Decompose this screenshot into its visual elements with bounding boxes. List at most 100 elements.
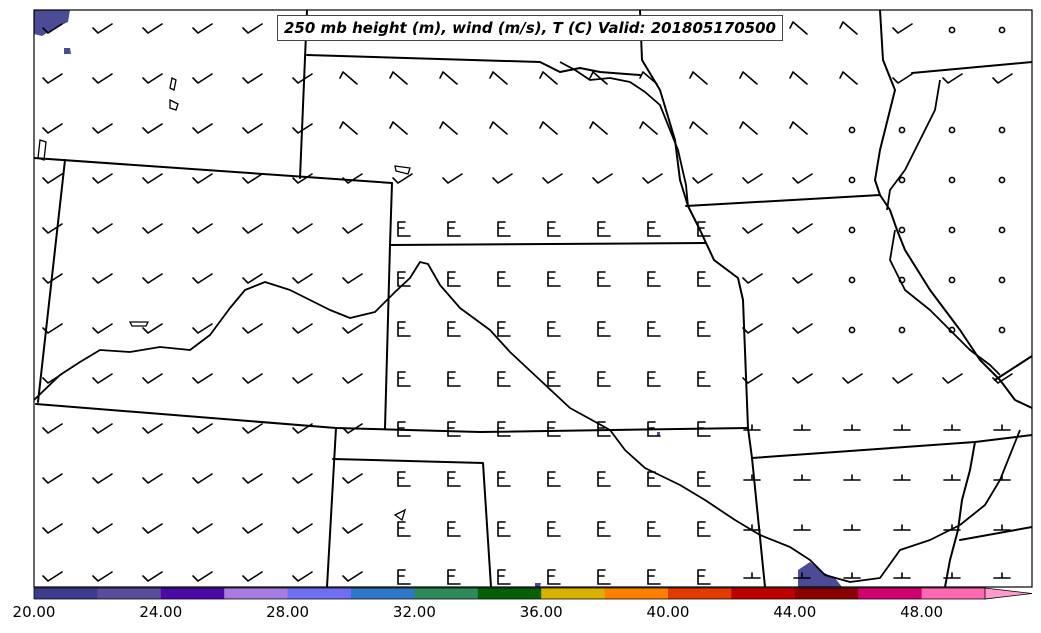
- wind-barb: [397, 421, 411, 437]
- wind-barb: [993, 572, 1011, 579]
- wind-barb: [743, 474, 761, 481]
- colorbar-segment: [477, 588, 542, 599]
- wind-barb: [292, 173, 313, 185]
- wind-barb: [647, 421, 661, 437]
- wind-barb: [892, 373, 913, 385]
- calm-wind-marker: [848, 276, 856, 284]
- wind-barb: [392, 173, 413, 185]
- wind-barb: [742, 223, 763, 235]
- wind-barb: [589, 71, 608, 85]
- wind-barb: [242, 523, 263, 535]
- wind-barb: [743, 424, 761, 431]
- wind-barb: [342, 223, 363, 235]
- wind-barb: [893, 424, 911, 431]
- colorbar-extend-arrow: [984, 587, 1033, 600]
- wind-barb: [447, 421, 461, 437]
- wind-barb: [892, 73, 913, 85]
- wind-barb: [142, 223, 163, 235]
- wind-barb: [292, 273, 313, 285]
- wind-barb: [447, 471, 461, 487]
- wind-barb: [642, 173, 663, 185]
- colorbar-tick-label: 20.00: [12, 603, 56, 621]
- wind-barb: [942, 73, 963, 85]
- calm-wind-marker: [898, 276, 906, 284]
- wind-barb: [42, 571, 63, 583]
- map-frame: [33, 9, 1033, 588]
- wind-barb: [492, 173, 513, 185]
- wind-barb: [597, 471, 611, 487]
- wind-barb: [42, 323, 63, 335]
- wind-barb: [447, 221, 461, 237]
- wind-barb: [42, 523, 63, 535]
- wind-barb: [839, 71, 858, 85]
- wind-barb: [192, 223, 213, 235]
- wind-barb: [447, 569, 461, 585]
- wind-barb: [447, 521, 461, 537]
- wind-barb: [489, 71, 508, 85]
- calm-wind-marker: [948, 226, 956, 234]
- wind-barb: [142, 73, 163, 85]
- wind-barb: [142, 173, 163, 185]
- wind-barb: [292, 523, 313, 535]
- wind-barb: [342, 423, 363, 435]
- wind-barb: [92, 123, 113, 135]
- wind-barb: [597, 569, 611, 585]
- wind-barb: [743, 572, 761, 579]
- colorbar-segment: [34, 588, 98, 599]
- wind-barb: [92, 223, 113, 235]
- wind-barb: [192, 473, 213, 485]
- wind-barb: [992, 73, 1013, 85]
- wind-barb: [792, 173, 813, 185]
- wind-barb: [597, 221, 611, 237]
- calm-wind-marker: [848, 326, 856, 334]
- wind-barb: [842, 373, 863, 385]
- map-title: 250 mb height (m), wind (m/s), T (C) Val…: [277, 15, 783, 41]
- wind-barb: [142, 523, 163, 535]
- wind-barb: [192, 373, 213, 385]
- wind-barb: [893, 572, 911, 579]
- wind-barb: [192, 73, 213, 85]
- wind-barb: [292, 423, 313, 435]
- calm-wind-marker: [948, 26, 956, 34]
- wind-barb: [789, 71, 808, 85]
- wind-barb: [742, 323, 763, 335]
- river-lines: [34, 61, 1021, 583]
- wind-barb: [943, 524, 961, 531]
- colorbar-tick-label: 40.00: [646, 603, 690, 621]
- calm-wind-marker: [998, 26, 1006, 34]
- state-boundaries: [34, 10, 1032, 587]
- wind-barb: [92, 23, 113, 35]
- wind-barb: [597, 271, 611, 287]
- wind-barb: [992, 373, 1013, 385]
- wind-barb: [292, 323, 313, 335]
- wind-barb: [389, 71, 408, 85]
- wind-barb: [339, 71, 358, 85]
- calm-wind-marker: [898, 226, 906, 234]
- wind-barb: [242, 123, 263, 135]
- wind-barb: [42, 473, 63, 485]
- wind-barb: [639, 121, 658, 135]
- colorbar-outline: [33, 587, 985, 600]
- calm-wind-marker: [948, 126, 956, 134]
- colorbar-segment: [794, 588, 859, 599]
- wind-barb: [793, 474, 811, 481]
- wind-barb: [547, 521, 561, 537]
- temperature-fill: [34, 10, 842, 587]
- colorbar-tick-label: 32.00: [392, 603, 436, 621]
- wind-barb: [697, 321, 711, 337]
- wind-barb: [142, 23, 163, 35]
- wind-barb: [892, 23, 913, 35]
- wind-barb: [497, 569, 511, 585]
- wind-barb: [447, 371, 461, 387]
- wind-barb: [192, 273, 213, 285]
- wind-barb: [42, 223, 63, 235]
- wind-barb: [192, 423, 213, 435]
- wind-barb: [943, 424, 961, 431]
- colorbar-tick-label: 28.00: [266, 603, 310, 621]
- wind-barb: [647, 569, 661, 585]
- wind-barb: [697, 271, 711, 287]
- wind-barb: [639, 71, 658, 85]
- wind-barb: [647, 221, 661, 237]
- colorbar-segment: [160, 588, 225, 599]
- wind-barb: [142, 273, 163, 285]
